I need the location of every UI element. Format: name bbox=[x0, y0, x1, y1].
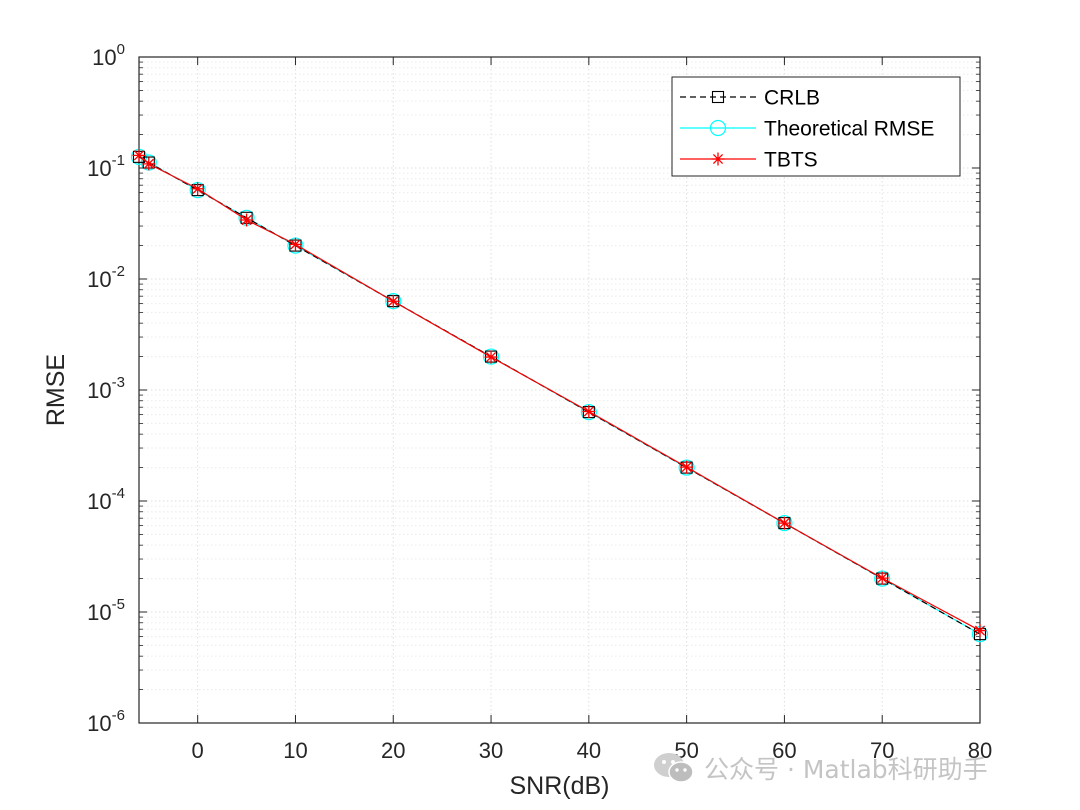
y-tick-label: 10-3 bbox=[87, 374, 125, 403]
x-tick-label: 0 bbox=[192, 738, 204, 763]
y-tick-exponent: 0 bbox=[117, 41, 125, 58]
x-tick-label: 80 bbox=[968, 738, 992, 763]
y-tick-label: 10-6 bbox=[87, 707, 125, 736]
y-tick-exponent: -3 bbox=[112, 374, 125, 391]
y-tick-base: 10 bbox=[87, 156, 111, 181]
y-axis-label: RMSE bbox=[42, 354, 70, 426]
x-tick-label: 10 bbox=[283, 738, 307, 763]
series-layer bbox=[130, 148, 989, 643]
legend-swatch-marker bbox=[711, 152, 725, 166]
data-point-circle bbox=[482, 348, 500, 365]
series-line bbox=[138, 154, 981, 632]
y-tick-exponent: -4 bbox=[112, 485, 125, 502]
x-tick-label: 20 bbox=[381, 738, 405, 763]
watermark-text: 公众号 · Matlab科研助手 bbox=[704, 755, 988, 784]
y-tick-base: 10 bbox=[87, 378, 111, 403]
ticks bbox=[139, 56, 981, 724]
x-tick-label: 60 bbox=[772, 738, 796, 763]
y-tick-label: 10-1 bbox=[87, 152, 125, 181]
y-tick-exponent: -2 bbox=[112, 263, 125, 280]
grid bbox=[139, 57, 981, 723]
legend-label: CRLB bbox=[764, 87, 820, 110]
watermark: 公众号 · Matlab科研助手 bbox=[652, 748, 988, 788]
data-point-asterisk bbox=[875, 571, 889, 585]
data-point-asterisk bbox=[777, 516, 791, 530]
wechat-icon bbox=[654, 753, 694, 783]
data-point-asterisk bbox=[484, 350, 498, 364]
x-tick-label: 70 bbox=[870, 738, 894, 763]
data-point-asterisk bbox=[288, 237, 302, 251]
x-tick-label: 40 bbox=[577, 738, 601, 763]
data-point-asterisk bbox=[582, 405, 596, 419]
y-tick-exponent: -6 bbox=[112, 707, 125, 724]
y-tick-label: 10-5 bbox=[87, 596, 125, 625]
legend-swatch-marker bbox=[711, 90, 725, 104]
y-tick-label: 10-2 bbox=[87, 263, 125, 292]
data-point-asterisk bbox=[142, 157, 156, 171]
x-tick-label: 30 bbox=[479, 738, 503, 763]
legend-swatch-marker bbox=[709, 119, 727, 137]
data-point-asterisk bbox=[973, 624, 987, 638]
y-tick-base: 10 bbox=[87, 267, 111, 292]
y-tick-base: 10 bbox=[92, 45, 116, 70]
data-point-asterisk bbox=[240, 213, 254, 227]
data-point-circle bbox=[776, 515, 793, 532]
y-tick-label: 10-4 bbox=[87, 485, 125, 514]
data-point-circle bbox=[385, 293, 402, 310]
data-point-asterisk bbox=[680, 460, 694, 474]
data-point-asterisk bbox=[386, 294, 400, 308]
y-tick-exponent: -1 bbox=[112, 152, 125, 169]
legend-box bbox=[671, 76, 961, 177]
y-tick-label: 100 bbox=[92, 41, 125, 70]
data-point-circle bbox=[678, 459, 695, 476]
y-tick-exponent: -5 bbox=[112, 596, 125, 613]
x-axis-label: SNR(dB) bbox=[509, 772, 609, 800]
data-point-circle bbox=[874, 570, 891, 587]
y-tick-base: 10 bbox=[87, 600, 111, 625]
y-tick-base: 10 bbox=[87, 489, 111, 514]
y-tick-base: 10 bbox=[87, 711, 111, 736]
data-point-asterisk bbox=[191, 182, 205, 196]
series-tbts bbox=[132, 148, 987, 638]
legend-label: Theoretical RMSE bbox=[764, 118, 934, 141]
data-point-circle bbox=[580, 404, 597, 421]
legend-label: TBTS bbox=[764, 149, 818, 172]
data-point-asterisk bbox=[132, 148, 146, 162]
legend: CRLB Theoretical RMSE TBTS bbox=[671, 76, 961, 177]
